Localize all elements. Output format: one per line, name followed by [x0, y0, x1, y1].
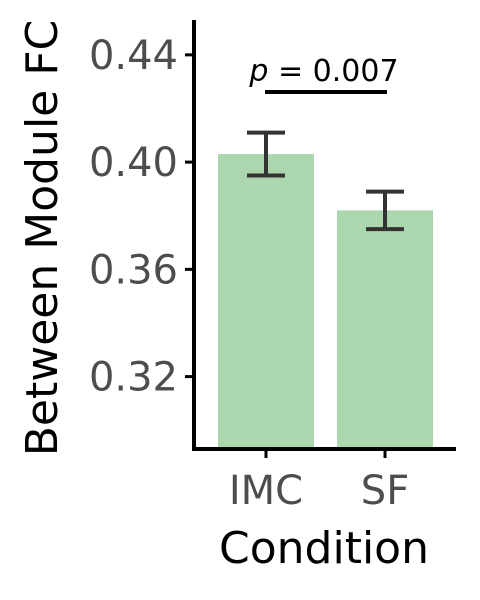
p-value-label: p = 0.007	[248, 54, 398, 89]
error-bars	[247, 130, 404, 232]
error-bar-sf	[366, 189, 404, 232]
y-tick-label: 0.44	[89, 33, 178, 79]
bars	[218, 154, 433, 449]
x-axis: IMC SF	[192, 447, 456, 514]
x-tick-label-imc: IMC	[229, 468, 303, 514]
x-tick-label-sf: SF	[361, 468, 409, 514]
y-tick-label: 0.32	[89, 355, 178, 401]
y-axis: 0.32 0.36 0.40 0.44	[89, 20, 196, 451]
y-tick-label: 0.40	[89, 140, 178, 186]
error-bar-imc	[247, 130, 285, 178]
y-axis-title: Between Module FC	[17, 20, 68, 457]
bar-imc	[218, 154, 314, 449]
y-tick-label: 0.36	[89, 247, 178, 293]
bar-sf	[337, 210, 433, 449]
x-axis-title: Condition	[219, 523, 429, 574]
